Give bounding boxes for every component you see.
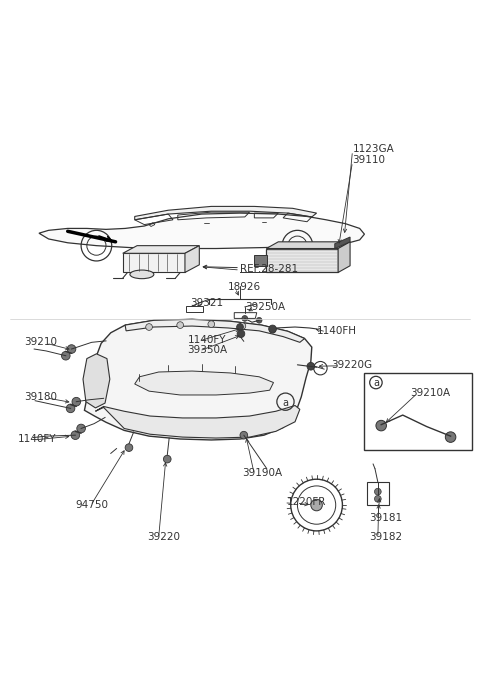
Text: 39350A: 39350A: [187, 345, 228, 355]
Text: a: a: [373, 378, 379, 387]
Polygon shape: [135, 206, 317, 220]
Polygon shape: [266, 248, 338, 272]
Text: 1140FY: 1140FY: [187, 335, 226, 345]
Text: 94750: 94750: [75, 500, 108, 510]
Circle shape: [307, 362, 315, 370]
Circle shape: [239, 323, 246, 330]
Circle shape: [240, 431, 248, 439]
Polygon shape: [125, 320, 305, 343]
Circle shape: [237, 324, 243, 330]
Circle shape: [445, 432, 456, 442]
Text: 39180: 39180: [24, 392, 58, 402]
Text: 39182: 39182: [369, 531, 402, 542]
Polygon shape: [338, 242, 350, 272]
Polygon shape: [123, 253, 185, 272]
Circle shape: [72, 397, 81, 406]
Polygon shape: [266, 242, 350, 248]
Text: 39220G: 39220G: [331, 359, 372, 370]
Text: 39210: 39210: [24, 337, 58, 347]
Polygon shape: [135, 371, 274, 395]
Polygon shape: [84, 320, 312, 440]
Circle shape: [61, 351, 70, 360]
Circle shape: [67, 345, 76, 353]
Text: 39181: 39181: [369, 513, 402, 523]
FancyBboxPatch shape: [364, 373, 472, 450]
Polygon shape: [83, 354, 110, 408]
Text: 39110: 39110: [352, 156, 385, 165]
Text: 18926: 18926: [228, 282, 261, 292]
Circle shape: [146, 324, 153, 330]
Text: 1123GA: 1123GA: [352, 144, 394, 154]
Polygon shape: [39, 213, 364, 248]
Circle shape: [376, 420, 386, 431]
Text: 1140FY: 1140FY: [17, 434, 56, 444]
Circle shape: [71, 431, 80, 439]
Text: 39210A: 39210A: [410, 388, 450, 397]
Polygon shape: [335, 237, 350, 248]
Circle shape: [242, 315, 248, 322]
Circle shape: [77, 424, 85, 433]
Text: a: a: [282, 397, 288, 408]
Circle shape: [374, 488, 381, 495]
Circle shape: [269, 325, 276, 333]
Circle shape: [256, 318, 262, 323]
Circle shape: [208, 321, 215, 328]
Circle shape: [374, 496, 381, 502]
Polygon shape: [254, 255, 267, 266]
Text: 39190A: 39190A: [242, 468, 283, 479]
Text: 1140FH: 1140FH: [317, 326, 357, 336]
Text: 39250A: 39250A: [245, 302, 285, 312]
Polygon shape: [96, 406, 300, 438]
Text: REF.28-281: REF.28-281: [240, 264, 298, 274]
Circle shape: [237, 330, 245, 338]
Text: 39220: 39220: [147, 531, 180, 542]
Circle shape: [269, 326, 276, 333]
Circle shape: [163, 455, 171, 463]
Ellipse shape: [130, 270, 154, 279]
Text: 1220FR: 1220FR: [287, 497, 326, 507]
Circle shape: [66, 404, 75, 413]
Circle shape: [177, 322, 183, 328]
Polygon shape: [123, 246, 199, 253]
Text: 39321: 39321: [190, 298, 223, 308]
Circle shape: [311, 500, 323, 511]
Circle shape: [125, 444, 133, 452]
Polygon shape: [185, 246, 199, 272]
